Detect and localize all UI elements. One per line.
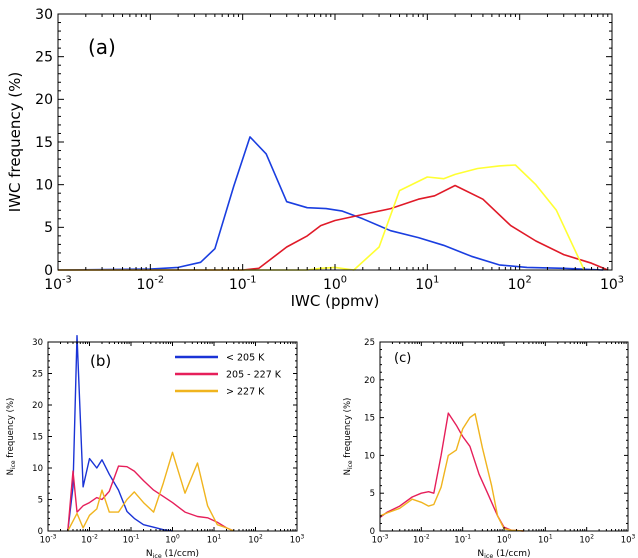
- x-tick-label: 10-2: [413, 534, 430, 546]
- y-tick-label: 20: [35, 92, 53, 108]
- series-line-3: [67, 451, 235, 532]
- panel-label: (b): [90, 352, 111, 370]
- y-axis-label: Nice frequency (%): [343, 398, 354, 476]
- y-axis-label: Nice frequency (%): [6, 398, 17, 476]
- x-tick-label: 10-1: [123, 534, 140, 546]
- x-tick-label: 103: [600, 275, 624, 293]
- y-tick-label: 30: [35, 7, 53, 23]
- x-tick-label: 102: [579, 534, 594, 546]
- x-tick-label: 10-1: [454, 534, 471, 546]
- x-axis-label: Nice (1/ccm): [477, 549, 530, 558]
- y-tick-label: 20: [32, 401, 43, 411]
- x-tick-label: 10-2: [81, 534, 98, 546]
- y-tick-label: 15: [35, 135, 53, 151]
- chart-panel-b: 10-3 10-2 10-1 100 101 102 103 0 5 10 15 20 25 30 (b) N…: [6, 335, 305, 558]
- x-tick-label: 100: [323, 275, 347, 293]
- panel-label: (a): [88, 35, 116, 59]
- x-tick-label: 101: [538, 534, 553, 546]
- x-tick-label: 100: [165, 534, 180, 546]
- legend: < 205 K 205 - 227 K > 227 K: [175, 353, 282, 398]
- x-tick-label: 102: [508, 275, 532, 293]
- series-line-1: [379, 412, 524, 532]
- chart-panel-a: 10-3 10-2 10-1 100 101 102 103 0 5 10 15 20 25 30 (a) I…: [6, 7, 624, 310]
- y-axis-label: IWC frequency (%): [6, 72, 24, 212]
- x-tick-label: 10-2: [137, 275, 165, 293]
- y-tick-label: 0: [370, 527, 375, 537]
- y-tick-label: 25: [364, 338, 375, 348]
- y-tick-label: 10: [35, 178, 53, 194]
- y-tick-label: 15: [32, 432, 43, 442]
- x-axis-label: IWC (ppmv): [291, 292, 380, 310]
- y-tick-label: 25: [32, 369, 43, 379]
- x-tick-label: 10-1: [229, 275, 257, 293]
- x-tick-label: 10-3: [40, 534, 57, 546]
- y-tick-label: 10: [364, 451, 375, 461]
- y-tick-label: 10: [32, 464, 43, 474]
- panel-label: (c): [394, 351, 411, 366]
- chart-panel-c: 10-3 10-2 10-1 100 101 102 103 0 5 10 15 20 25 (c) Nic…: [343, 338, 636, 558]
- y-tick-label: 5: [370, 489, 375, 499]
- x-tick-label: 10-3: [44, 275, 72, 293]
- x-tick-label: 101: [207, 534, 222, 546]
- legend-label: 205 - 227 K: [226, 370, 282, 381]
- x-tick-label: 10-3: [372, 534, 389, 546]
- x-tick-label: 102: [248, 534, 263, 546]
- series-line-1: [57, 136, 604, 271]
- x-axis-label: Nice (1/ccm): [146, 549, 199, 558]
- y-tick-label: 30: [32, 338, 43, 348]
- legend-label: > 227 K: [226, 387, 265, 398]
- y-tick-label: 0: [44, 263, 53, 279]
- y-tick-label: 5: [44, 220, 53, 236]
- series-line-3: [58, 164, 585, 271]
- x-tick-label: 101: [415, 275, 439, 293]
- legend-label: < 205 K: [226, 353, 265, 364]
- series-line-2: [379, 413, 524, 532]
- y-tick-label: 25: [35, 50, 53, 66]
- plot-frame: [379, 341, 629, 532]
- y-tick-label: 20: [364, 376, 375, 386]
- series-line-1: [67, 335, 173, 532]
- series-line-2: [67, 465, 235, 532]
- x-tick-label: 103: [290, 534, 305, 546]
- series-line-2: [58, 184, 609, 271]
- y-tick-label: 0: [38, 527, 43, 537]
- plot-frame: [57, 13, 613, 271]
- x-tick-label: 103: [621, 534, 636, 546]
- x-tick-label: 100: [497, 534, 512, 546]
- y-tick-label: 15: [364, 414, 375, 424]
- y-tick-label: 5: [38, 495, 43, 505]
